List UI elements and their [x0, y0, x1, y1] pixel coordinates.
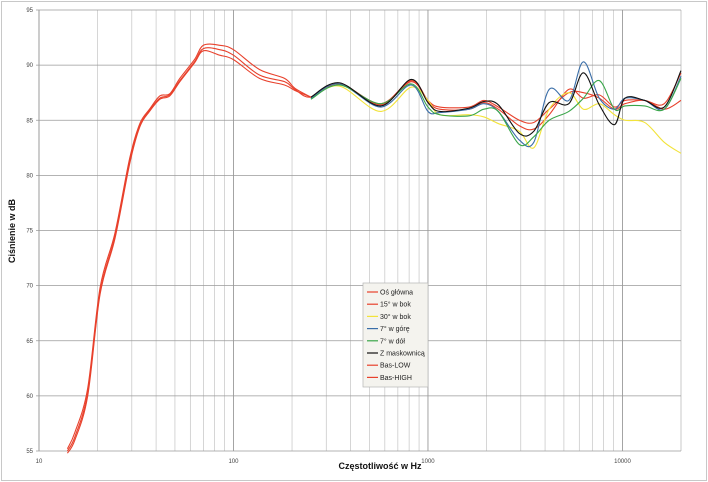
legend-box: [362, 282, 429, 388]
legend-label: Z maskownicą: [380, 351, 425, 358]
series-line-2: [310, 85, 682, 154]
y-tick-label: 65: [26, 339, 33, 345]
legend-label: Oś główna: [380, 290, 413, 297]
x-axis-label: Częstotliwość w Hz: [338, 461, 422, 471]
y-tick-label: 60: [26, 394, 33, 400]
y-tick-label: 80: [26, 173, 33, 179]
series-line-5: [310, 70, 682, 137]
legend-label: 7° w górę: [380, 325, 410, 333]
y-tick-label: 75: [26, 229, 33, 235]
y-tick-label: 90: [26, 63, 33, 69]
y-tick-label: 70: [26, 284, 33, 290]
legend-label: 7° w dół: [380, 337, 405, 345]
y-axis-label: Ciśnienie w dB: [7, 198, 17, 263]
y-tick-label: 85: [26, 118, 33, 124]
legend-label: 30° w bok: [380, 313, 411, 321]
grid: [36, 9, 682, 452]
x-tick-label: 1000: [421, 459, 435, 465]
series-line-6: [66, 50, 312, 454]
legend: Oś główna 15° w bok 30° w bok 7° w górę 7° w…: [362, 282, 429, 388]
legend-label: 15° w bok: [380, 301, 411, 309]
series-line-4: [310, 78, 682, 147]
series-line-7: [66, 43, 312, 450]
legend-label: Bas-HIGH: [380, 375, 412, 382]
y-tick-label: 95: [26, 8, 33, 14]
series-lines: [66, 43, 682, 454]
series-line-1: [310, 72, 682, 131]
legend-label: Bas-LOW: [380, 363, 411, 370]
x-tick-label: 100: [228, 459, 239, 465]
tick-labels: 55 60 65 70 75 80 85 90 95 10 100 1000 10000: [26, 8, 631, 465]
x-tick-label: 10000: [614, 459, 631, 465]
x-tick-label: 10: [36, 459, 43, 465]
y-tick-label: 55: [26, 449, 33, 455]
